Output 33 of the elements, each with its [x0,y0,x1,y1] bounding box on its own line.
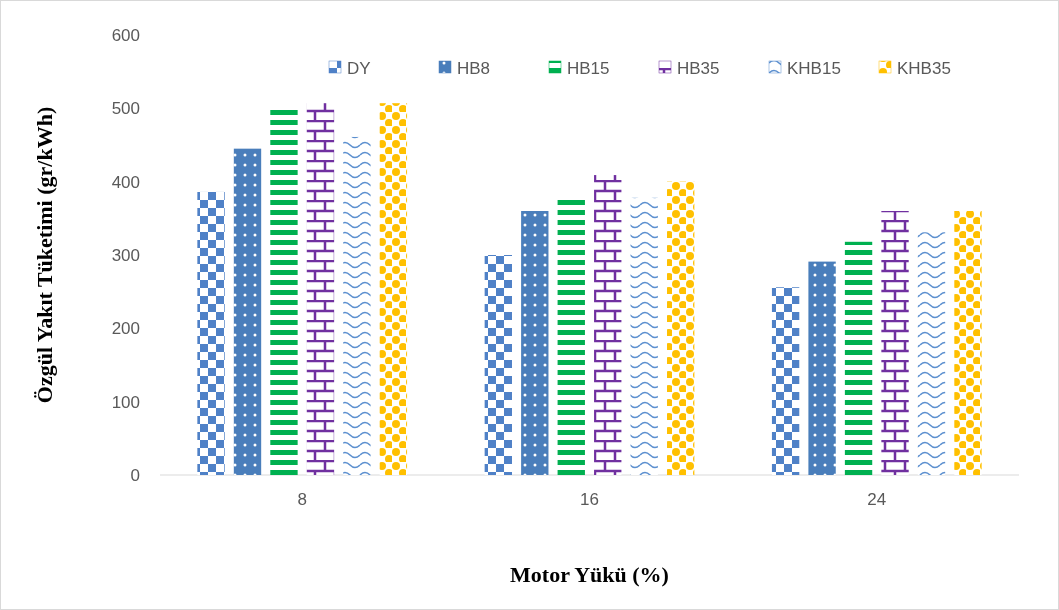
legend-label: KHB15 [787,58,841,78]
bar [484,255,512,475]
y-tick-label: 500 [111,99,140,119]
y-tick-label: 200 [111,319,140,339]
bar [771,287,800,475]
x-axis-title: Motor Yükü (%) [510,562,669,587]
legend-label: DY [347,58,371,78]
bar [521,211,549,475]
y-axis-title: Özgül Yakıt Tüketimi (gr/kWh) [32,106,57,404]
bar [233,148,262,475]
bar [270,108,298,475]
x-tick-label: 16 [580,490,599,509]
legend-label: HB35 [677,58,720,78]
x-tick-label: 24 [867,490,887,509]
bar [306,103,335,475]
bar [667,181,695,475]
bar [808,261,836,475]
y-tick-label: 300 [111,245,140,265]
x-tick-label: 8 [297,490,307,509]
bar [881,211,909,475]
y-tick-label: 600 [111,25,140,45]
y-tick-label: 100 [111,392,140,412]
bar [954,211,982,475]
bar [379,103,408,475]
legend-label: HB8 [457,58,491,78]
bar [917,232,946,475]
bar [557,197,585,475]
bar [844,241,873,475]
legend-label: HB15 [567,58,610,78]
y-tick-label: 0 [130,465,140,485]
y-tick-label: 400 [111,172,140,192]
bar [197,191,225,475]
legend-label: KHB35 [897,58,951,78]
